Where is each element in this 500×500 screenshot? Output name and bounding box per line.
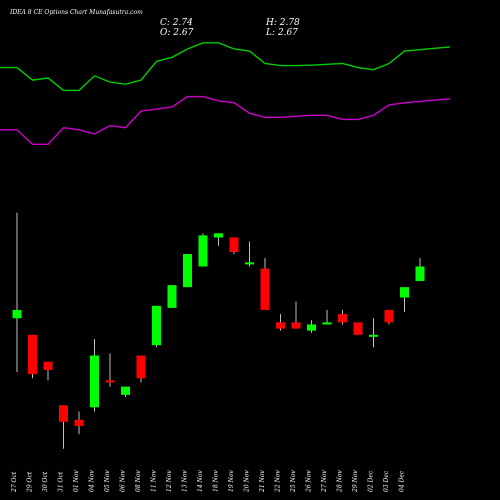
upper-band-line [0,42,451,92]
x-tick-label: 20 Nov [244,470,251,493]
candle-3 [43,361,53,381]
x-tick-label: 19 Nov [228,470,235,492]
candle-body [90,355,99,408]
x-tick-label: 08 Nov [135,470,142,492]
candles [12,212,425,449]
candle-body [384,309,394,323]
x-tick-label: 26 Nov [306,470,313,493]
candle-body [183,254,192,288]
open-value: O: 2.67 [160,28,194,38]
indicator-lines [0,42,451,146]
candle-22 [338,309,347,325]
candle-body [322,322,332,325]
candle-1 [12,212,22,373]
candle-26 [400,287,409,313]
candle-body [28,334,37,375]
high-value: H: 2.78 [266,18,300,28]
x-tick-label: 27 Oct [11,471,18,493]
x-axis-labels: 27 Oct 29 Oct 30 Oct 31 Oct 01 Nov 04 Nov 05 N… [11,470,406,493]
x-tick-label: 28 Nov [337,470,344,493]
x-tick-label: 22 Nov [275,470,282,493]
x-tick-label: 02 Dec [368,470,375,492]
candle-25 [384,309,394,325]
candle-body [152,305,161,346]
candle-body [43,361,53,371]
x-tick-label: 29 Nov [352,470,359,493]
candle-9 [136,355,146,383]
candle-body [74,419,84,426]
candle-body [198,235,208,267]
x-tick-label: 21 Nov [259,470,266,493]
candle-body [338,314,347,323]
candle-body [291,322,301,329]
candle-13 [198,233,208,267]
candle-body [59,405,68,422]
candle-11 [167,285,177,308]
candle-body [229,237,239,252]
candle-20 [307,320,316,333]
lower-band-line [0,95,451,146]
x-tick-label: 01 Nov [73,470,80,492]
candle-4 [59,405,68,449]
candle-body [276,322,285,329]
x-tick-label: 13 Nov [182,470,189,492]
candle-body [260,268,270,310]
candle-17 [260,258,270,310]
x-tick-label: 18 Nov [213,470,220,492]
candle-7 [105,353,115,387]
candle-body [121,386,130,395]
candle-23 [353,322,363,335]
x-tick-label: 14 Nov [197,470,204,492]
x-tick-label: 25 Nov [290,470,297,493]
x-tick-label: 31 Oct [58,471,65,492]
x-tick-label: 27 Nov [321,470,328,493]
x-tick-label: 30 Oct [42,471,49,492]
candle-body [136,355,146,379]
x-tick-label: 04 Dec [399,470,406,492]
candle-body [214,233,223,238]
candle-21 [322,309,332,325]
close-value: C: 2.74 [160,18,193,28]
candle-16 [245,241,254,267]
candle-8 [121,386,130,397]
candle-14 [214,233,223,246]
candle-2 [28,334,37,379]
candle-body [400,287,409,298]
candle-19 [291,301,301,329]
candle-5 [74,411,84,435]
candle-body [353,322,363,335]
chart-title: IDEA 8 CE Options Chart Munafasutra.com [10,9,143,16]
candle-12 [183,254,192,288]
x-tick-label: 12 Nov [166,470,173,492]
candle-15 [229,237,239,255]
x-tick-label: 05 Nov [104,470,111,492]
candle-10 [152,305,161,348]
x-tick-label: 29 Oct [27,471,34,493]
candle-body [307,324,316,331]
x-tick-label: 03 Dec [383,470,390,492]
candle-6 [90,338,99,412]
x-tick-label: 04 Nov [89,470,96,492]
candle-body [167,285,177,308]
candle-body [12,309,22,319]
candle-body [105,380,115,383]
candle-body [369,334,378,337]
candle-18 [276,314,285,331]
candle-body [415,266,425,281]
candle-24 [369,318,378,348]
candle-body [245,262,254,265]
x-tick-label: 11 Nov [151,470,158,492]
candle-27 [415,258,425,281]
x-tick-label: 06 Nov [120,470,127,492]
low-value: L: 2.67 [266,28,298,38]
